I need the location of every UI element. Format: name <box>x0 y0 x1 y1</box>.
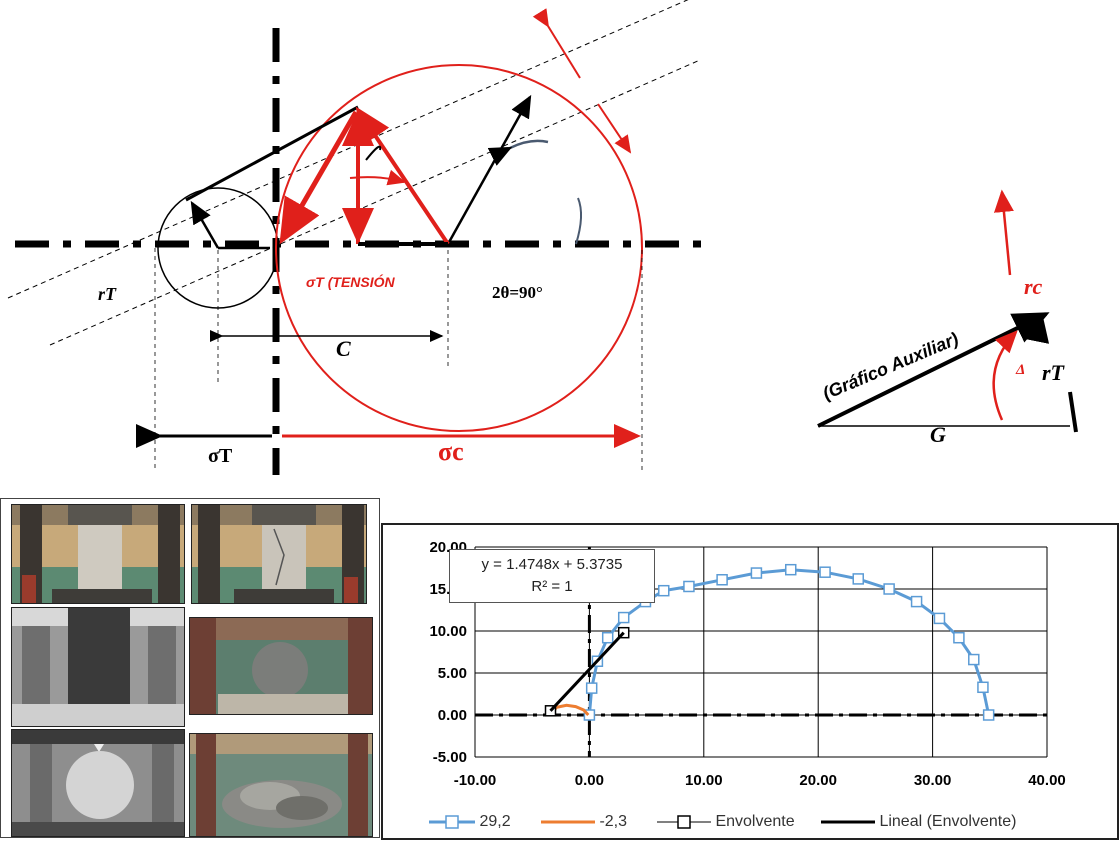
series-1-point-9 <box>750 567 763 579</box>
legend-label-series-4: Lineal (Envolvente) <box>879 813 1017 830</box>
c-label: C <box>336 336 351 361</box>
tension-label: σT (TENSIÓN <box>306 273 396 290</box>
x-tick-label-2: 10.00 <box>685 772 723 789</box>
series-1-point-6 <box>658 584 670 597</box>
rt-label: rT <box>98 284 117 304</box>
x-tick-label-0: -10.00 <box>454 772 497 789</box>
aux-rc-label: rc <box>1024 274 1043 299</box>
legend-marker-series-2 <box>541 820 595 824</box>
x-tick-label-3: 20.00 <box>799 772 837 789</box>
series-1-point-3 <box>601 631 614 644</box>
x-tick-label-5: 40.00 <box>1028 772 1066 789</box>
series-1-point-14 <box>910 595 923 608</box>
auxiliary-graph: (Gráfico Auxiliar) rc rT Δ G <box>817 189 1078 447</box>
aux-delta-label: Δ <box>1015 362 1025 378</box>
legend-item-series-1[interactable]: 29,2 <box>429 813 511 831</box>
series-1-point-17 <box>968 653 980 666</box>
photo-brazilian-test-3 <box>189 617 373 715</box>
legend-marker-series-1 <box>429 815 475 829</box>
series-1-point-1 <box>585 682 598 694</box>
series-line-4 <box>549 631 625 712</box>
series-1-point-8 <box>716 574 728 586</box>
legend-marker-series-4 <box>821 820 875 824</box>
series-1-point-13 <box>883 583 895 595</box>
mohr-circle-diagram: σT (TENSIÓN 2θ=90° rT C σT σc <box>7 0 715 475</box>
chart-legend: 29,2 -2,3 Envolvente Lineal (Envolvente) <box>429 813 1109 835</box>
series-1-point-15 <box>933 612 946 625</box>
legend-label-series-2: -2,3 <box>599 813 628 830</box>
series-1-point-12 <box>852 573 864 585</box>
legend-marker-series-3 <box>657 815 711 829</box>
x-tick-label-1: 0.00 <box>575 772 604 789</box>
series-1-point-0 <box>583 709 596 721</box>
y-tick-label-2: 10.00 <box>429 623 467 640</box>
specimen-photos <box>0 498 380 838</box>
y-tick-label-4: 0.00 <box>438 707 467 724</box>
sigma-c-label: σc <box>438 437 464 466</box>
legend-item-series-3[interactable]: Envolvente <box>657 813 795 831</box>
photo-crushed-sample <box>189 733 373 837</box>
compression-circle <box>275 64 643 432</box>
legend-item-series-2[interactable]: -2,3 <box>541 813 627 831</box>
aux-g-label: G <box>930 422 946 447</box>
two-theta-label: 2θ=90° <box>492 283 543 302</box>
series-1-point-7 <box>683 580 695 593</box>
trendline-equation-box[interactable]: y = 1.4748x + 5.3735 R² = 1 <box>449 549 655 603</box>
sigma-t-label: σT <box>208 445 233 467</box>
legend-label-series-1: 29,2 <box>479 813 511 830</box>
trendline-equation: y = 1.4748x + 5.3735 <box>481 556 623 573</box>
mohr-envelope-chart: -10.000.0010.0020.0030.0040.0020.0015.00… <box>381 523 1119 840</box>
legend-item-series-4[interactable]: Lineal (Envolvente) <box>821 813 1016 831</box>
trendline-r-squared: R² = 1 <box>531 578 573 595</box>
series-1-point-16 <box>953 631 965 644</box>
series-1-point-18 <box>977 681 989 694</box>
x-tick-label-4: 30.00 <box>914 772 952 789</box>
chart-plot-area: -10.000.0010.0020.0030.0040.0020.0015.00… <box>429 539 1066 789</box>
photo-compression-test-2 <box>191 504 367 604</box>
aux-rt-label: rT <box>1042 360 1066 385</box>
legend-label-series-3: Envolvente <box>715 813 795 830</box>
series-1-point-19 <box>982 709 995 721</box>
photo-compression-test-1 <box>11 504 185 604</box>
y-tick-label-5: -5.00 <box>433 749 467 766</box>
series-3-point-1 <box>617 626 630 639</box>
photo-brazilian-test-1 <box>11 607 185 727</box>
series-1-point-4 <box>617 611 630 624</box>
y-tick-label-3: 5.00 <box>438 665 467 682</box>
photo-brazilian-test-2 <box>11 729 185 837</box>
series-1-point-10 <box>784 563 797 576</box>
series-1-point-11 <box>819 566 831 578</box>
